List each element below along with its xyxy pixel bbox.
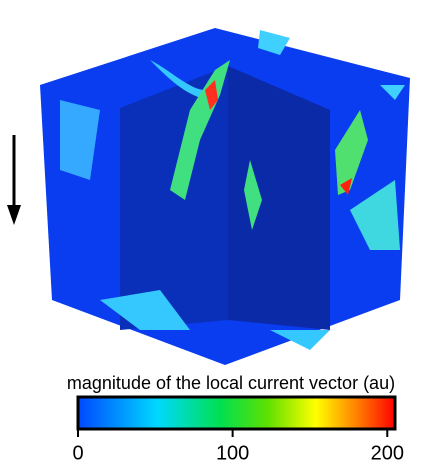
cut-face-right — [228, 66, 330, 330]
colorbar-ticks: 0 100 200 — [72, 429, 404, 464]
colorbar — [78, 397, 395, 429]
tick-label: 0 — [72, 442, 83, 464]
colorbar-label: magnitude of the local current vector (a… — [67, 373, 395, 393]
cube — [40, 28, 410, 365]
arrow — [7, 135, 21, 225]
figure: magnitude of the local current vector (a… — [0, 0, 426, 466]
tick-label: 100 — [216, 442, 249, 464]
tick-label: 200 — [371, 442, 404, 464]
